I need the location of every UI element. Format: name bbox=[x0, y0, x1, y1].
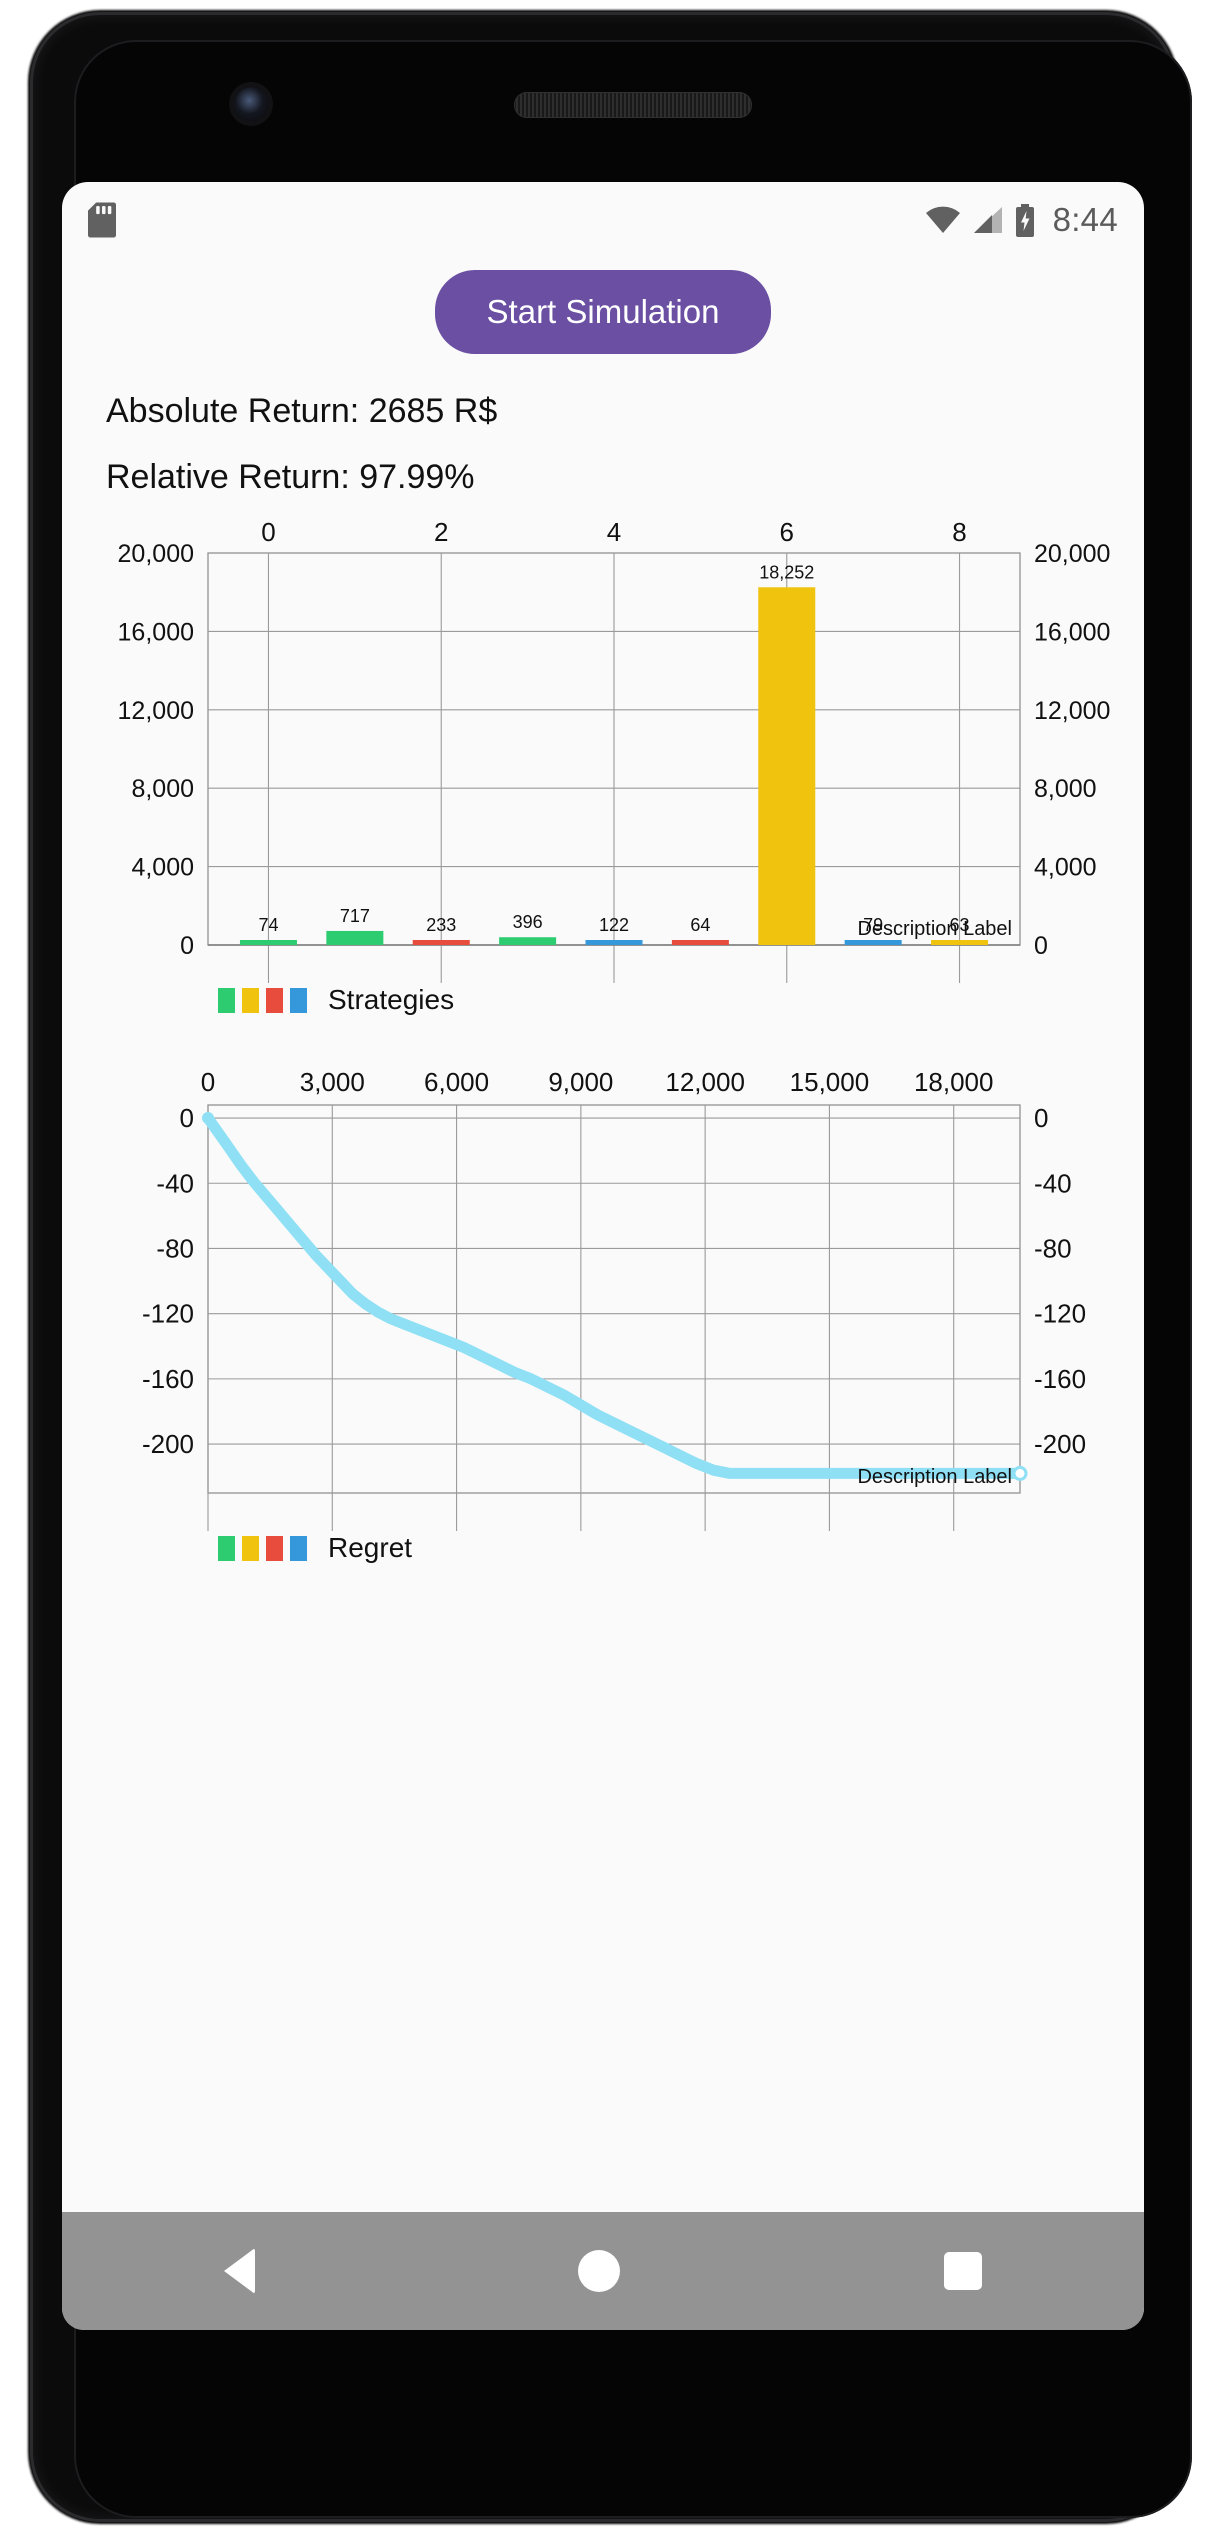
home-circle-icon[interactable] bbox=[578, 2250, 621, 2292]
battery-charging-icon bbox=[1015, 203, 1034, 237]
legend-swatch bbox=[218, 988, 235, 1013]
y-axis-tick-label-left: 0 bbox=[180, 932, 194, 960]
y-axis-tick-label-right: -120 bbox=[1034, 1299, 1086, 1329]
y-axis-tick-label-right: 4,000 bbox=[1034, 854, 1097, 882]
legend-swatch bbox=[242, 988, 259, 1013]
phone-screen: 8:44 Start Simulation Absolute Return: 2… bbox=[62, 182, 1144, 2330]
y-axis-tick-label-left: 8,000 bbox=[131, 775, 194, 803]
front-camera-icon bbox=[234, 87, 268, 121]
series-end-point bbox=[1012, 1465, 1028, 1481]
wifi-icon bbox=[925, 206, 960, 233]
y-axis-tick-label-left: -120 bbox=[142, 1299, 194, 1329]
bar-value-label: 396 bbox=[513, 912, 543, 932]
bar-value-label: 74 bbox=[258, 915, 278, 935]
y-axis-tick-label-left: -40 bbox=[156, 1168, 194, 1198]
bar[interactable] bbox=[499, 937, 557, 945]
bar[interactable] bbox=[412, 940, 470, 945]
x-axis-tick-label-top: 2 bbox=[434, 517, 448, 547]
x-axis-tick-label-top: 15,000 bbox=[790, 1067, 870, 1097]
series-start-point bbox=[202, 1112, 214, 1125]
earpiece-speaker-icon bbox=[514, 92, 752, 118]
legend-swatch bbox=[218, 1536, 235, 1561]
app-content: Start Simulation Absolute Return: 2685 R… bbox=[62, 270, 1144, 1583]
y-axis-tick-label-right: 0 bbox=[1034, 1103, 1048, 1133]
android-navigation-bar bbox=[62, 2212, 1144, 2330]
y-axis-tick-label-right: 8,000 bbox=[1034, 775, 1097, 803]
y-axis-tick-label-right: -40 bbox=[1034, 1168, 1072, 1198]
bar[interactable] bbox=[585, 940, 643, 945]
x-axis-tick-label-top: 0 bbox=[201, 1067, 215, 1097]
bar[interactable] bbox=[239, 940, 297, 945]
x-axis-tick-label-top: 0 bbox=[261, 517, 275, 547]
y-axis-tick-label-right: 0 bbox=[1034, 932, 1048, 960]
bar-value-label: 64 bbox=[690, 915, 710, 935]
y-axis-tick-label-left: 20,000 bbox=[118, 540, 194, 568]
legend-swatch bbox=[290, 988, 307, 1013]
x-axis-tick-label-top: 9,000 bbox=[548, 1067, 613, 1097]
legend-swatch bbox=[290, 1536, 307, 1561]
bar[interactable] bbox=[758, 587, 816, 945]
start-simulation-button[interactable]: Start Simulation bbox=[434, 270, 772, 354]
legend-swatch bbox=[242, 1536, 259, 1561]
bar-value-label: 233 bbox=[426, 915, 456, 935]
y-axis-tick-label-left: -80 bbox=[156, 1233, 194, 1263]
bar-chart-canvas: 0 0 4,000 4,000 8,000 8,000 12,000 12,000 16,000… bbox=[118, 517, 1111, 1015]
bar[interactable] bbox=[844, 940, 902, 945]
bar[interactable] bbox=[671, 940, 729, 945]
strategies-bar-chart[interactable]: 0 0 4,000 4,000 8,000 8,000 12,000 12,000 16,000… bbox=[90, 515, 1116, 1045]
regret-line-series[interactable] bbox=[202, 1112, 1026, 1479]
bar[interactable] bbox=[931, 940, 989, 945]
bar-value-label: 122 bbox=[599, 915, 629, 935]
x-axis-tick-label-top: 6,000 bbox=[424, 1067, 489, 1097]
x-axis-tick-label-top: 12,000 bbox=[665, 1067, 745, 1097]
bar-value-label: 79 bbox=[863, 915, 883, 935]
chart-annotation-label: Description Label bbox=[857, 918, 1012, 940]
sd-card-icon bbox=[88, 202, 116, 238]
y-axis-tick-label-right: 12,000 bbox=[1034, 697, 1110, 725]
legend-label: Regret bbox=[328, 1532, 412, 1563]
chart-annotation-label: Description Label bbox=[857, 1466, 1012, 1488]
recents-square-icon[interactable] bbox=[944, 2252, 983, 2290]
back-triangle-icon[interactable] bbox=[223, 2248, 255, 2294]
bar-value-label: 63 bbox=[950, 915, 970, 935]
y-axis-tick-label-right: -160 bbox=[1034, 1364, 1086, 1394]
legend-swatch bbox=[266, 1536, 283, 1561]
legend-label: Strategies bbox=[328, 984, 454, 1015]
y-axis-tick-label-left: 12,000 bbox=[118, 697, 194, 725]
bar[interactable] bbox=[326, 930, 384, 945]
x-axis-tick-label-top: 18,000 bbox=[914, 1067, 994, 1097]
status-bar-clock: 8:44 bbox=[1052, 201, 1118, 238]
x-axis-tick-label-top: 8 bbox=[952, 517, 966, 547]
legend-swatch bbox=[266, 988, 283, 1013]
bar-value-label: 18,252 bbox=[759, 562, 814, 582]
x-axis-tick-label-top: 4 bbox=[607, 517, 621, 547]
y-axis-tick-label-right: 20,000 bbox=[1034, 540, 1110, 568]
y-axis-tick-label-left: 0 bbox=[180, 1103, 194, 1133]
absolute-return-label: Absolute Return: 2685 R$ bbox=[106, 392, 498, 430]
regret-line-chart[interactable]: 0 0 -40 -40 -80 -80 -120 -120 -160 -160 -200 -200 0 3… bbox=[90, 1063, 1116, 1583]
relative-return-label: Relative Return: 97.99% bbox=[106, 458, 475, 496]
y-axis-tick-label-right: -80 bbox=[1034, 1233, 1072, 1263]
bar-value-label: 717 bbox=[340, 906, 370, 926]
y-axis-tick-label-left: 16,000 bbox=[118, 618, 194, 646]
y-axis-tick-label-left: -200 bbox=[142, 1429, 194, 1459]
y-axis-tick-label-right: -200 bbox=[1034, 1429, 1086, 1459]
x-axis-tick-label-top: 3,000 bbox=[300, 1067, 365, 1097]
status-icons-group: 8:44 bbox=[925, 201, 1118, 239]
cellular-signal-icon bbox=[973, 207, 1002, 233]
status-bar: 8:44 bbox=[62, 182, 1144, 258]
y-axis-tick-label-left: 4,000 bbox=[131, 854, 194, 882]
y-axis-tick-label-left: -160 bbox=[142, 1364, 194, 1394]
x-axis-tick-label-top: 6 bbox=[780, 517, 794, 547]
plot-area bbox=[207, 1104, 1021, 1494]
y-axis-tick-label-right: 16,000 bbox=[1034, 618, 1110, 646]
